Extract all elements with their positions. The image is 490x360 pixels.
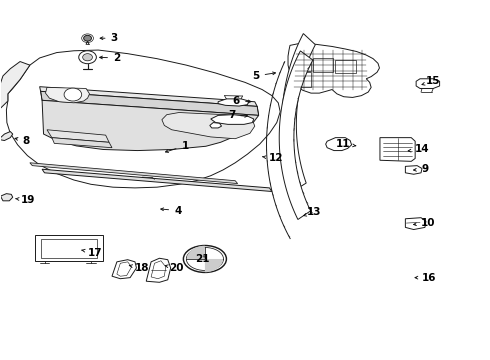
Text: 20: 20 [165, 263, 184, 273]
FancyBboxPatch shape [35, 235, 103, 261]
Text: 18: 18 [129, 263, 149, 273]
Polygon shape [218, 99, 249, 106]
Polygon shape [314, 58, 333, 72]
Polygon shape [336, 60, 357, 73]
Polygon shape [294, 72, 311, 87]
Polygon shape [46, 87, 90, 103]
Wedge shape [187, 246, 205, 259]
Polygon shape [279, 51, 313, 220]
Wedge shape [205, 259, 223, 272]
Text: 8: 8 [15, 135, 30, 145]
Polygon shape [416, 79, 440, 89]
Polygon shape [380, 138, 415, 161]
Text: 15: 15 [422, 76, 441, 86]
Polygon shape [326, 138, 352, 150]
Ellipse shape [186, 247, 223, 270]
Polygon shape [288, 44, 379, 98]
Text: 17: 17 [82, 248, 102, 257]
Polygon shape [211, 115, 254, 124]
Text: 1: 1 [166, 141, 189, 153]
Circle shape [64, 88, 82, 101]
Polygon shape [47, 130, 109, 142]
Text: 19: 19 [16, 195, 35, 205]
Polygon shape [112, 260, 136, 279]
Polygon shape [40, 87, 257, 107]
Polygon shape [210, 122, 221, 128]
Polygon shape [162, 113, 255, 139]
Polygon shape [405, 218, 426, 230]
Text: 21: 21 [196, 254, 210, 264]
Text: 16: 16 [415, 273, 437, 283]
Text: 6: 6 [233, 96, 251, 106]
Polygon shape [294, 59, 311, 71]
FancyBboxPatch shape [41, 239, 98, 257]
Text: 13: 13 [304, 207, 321, 217]
Polygon shape [146, 258, 171, 282]
Polygon shape [6, 50, 280, 188]
Text: 5: 5 [252, 71, 275, 81]
Polygon shape [0, 194, 13, 201]
Polygon shape [42, 100, 259, 150]
Text: 3: 3 [100, 33, 118, 43]
Text: 7: 7 [228, 111, 247, 120]
Text: 4: 4 [161, 206, 181, 216]
Text: 14: 14 [408, 144, 429, 154]
Polygon shape [405, 166, 422, 174]
Text: 9: 9 [414, 164, 428, 174]
Polygon shape [282, 33, 316, 191]
Polygon shape [0, 62, 30, 108]
Polygon shape [42, 169, 272, 192]
Ellipse shape [183, 246, 226, 273]
Circle shape [79, 51, 97, 64]
Text: 2: 2 [99, 53, 120, 63]
Polygon shape [0, 131, 13, 140]
Text: 12: 12 [263, 153, 283, 163]
Circle shape [83, 54, 93, 61]
Polygon shape [151, 261, 166, 279]
Text: 10: 10 [414, 218, 436, 228]
Polygon shape [117, 262, 131, 276]
Circle shape [84, 35, 92, 41]
Text: 11: 11 [336, 139, 356, 149]
Polygon shape [30, 163, 238, 184]
Polygon shape [41, 91, 259, 116]
Polygon shape [52, 138, 112, 148]
